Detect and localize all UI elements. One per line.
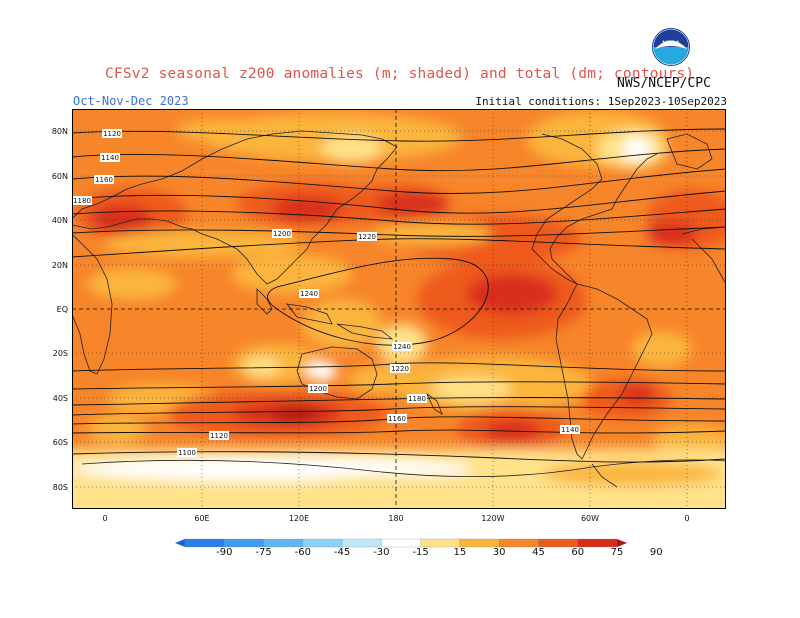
initial-conditions-label: Initial conditions: 1Sep2023-10Sep2023 (475, 95, 727, 108)
contour-label: 1180 (73, 197, 91, 205)
contour-label: 1160 (95, 176, 113, 184)
lon-label: 60E (194, 514, 210, 523)
colorbar-arrow-right (617, 539, 627, 547)
anomaly-shading (72, 111, 726, 509)
anomaly-map: 1120 1140 1160 1180 1200 1220 1240 1240 … (72, 109, 726, 509)
lat-label: 80N (51, 127, 68, 136)
colorbar-segment (224, 538, 264, 548)
colorbar-segment (184, 538, 225, 548)
organization-label: NWS/NCEP/CPC (617, 76, 711, 91)
contour-label: 1140 (101, 154, 119, 162)
colorbar-segment (302, 538, 343, 548)
contour-label: 1200 (273, 230, 291, 238)
colorbar-label: 15 (453, 547, 467, 558)
logo-text: NOAA (662, 40, 680, 47)
lat-label: 80S (52, 483, 68, 492)
contour-label: 1180 (408, 395, 426, 403)
contour-label: 1220 (358, 233, 376, 241)
season-label: Oct-Nov-Dec 2023 (73, 94, 189, 108)
colorbar-segment (459, 538, 500, 548)
colorbar-segment (577, 538, 618, 548)
lon-label: 60W (580, 514, 600, 523)
colorbar-segment (499, 538, 539, 548)
lat-label: 20S (52, 349, 68, 358)
reference-lines (72, 109, 726, 509)
colorbar (175, 538, 627, 548)
lon-label: 0 (102, 514, 108, 523)
colorbar-label: 45 (532, 547, 545, 558)
contour-label: 1120 (103, 130, 121, 138)
lat-label: 60N (51, 172, 68, 181)
lon-label: 120W (481, 514, 505, 523)
colorbar-segment (263, 538, 303, 548)
lat-label: 40S (52, 394, 68, 403)
colorbar-segment (420, 538, 461, 548)
colorbar-label: -45 (333, 547, 351, 558)
colorbar-segment (538, 538, 578, 548)
contour-labels: 1120 1140 1160 1180 1200 1220 1240 1240 … (72, 129, 580, 457)
lat-label: 40N (51, 216, 68, 225)
lat-label: 60S (52, 438, 68, 447)
lon-label: 120E (288, 514, 310, 523)
contour-label: 1120 (210, 432, 228, 440)
contour-label: 1240 (393, 343, 411, 351)
colorbar-label: -75 (255, 547, 272, 558)
colorbar-label: 90 (649, 547, 663, 558)
colorbar-label: 60 (571, 547, 585, 558)
colorbar-segment (381, 538, 421, 548)
lat-label: EQ (56, 305, 68, 314)
colorbar-label: -30 (373, 547, 390, 558)
colorbar-label: 30 (492, 547, 506, 558)
contour-label: 1200 (309, 385, 327, 393)
contour-label: 1100 (178, 449, 196, 457)
colorbar-label: -60 (294, 547, 311, 558)
contour-label: 1240 (300, 290, 318, 298)
noaa-logo: NOAA (652, 28, 690, 66)
lon-label: 180 (388, 514, 404, 523)
lon-label: 0 (684, 514, 690, 523)
colorbar-arrow-left (175, 539, 185, 547)
map-frame (72, 109, 726, 509)
chart-title: CFSv2 seasonal z200 anomalies (m; shaded… (105, 66, 695, 82)
colorbar-label: -15 (412, 547, 429, 558)
colorbar-label: -90 (216, 547, 233, 558)
contour-label: 1220 (391, 365, 409, 373)
contour-label: 1160 (388, 415, 406, 423)
colorbar-segment (341, 538, 382, 548)
colorbar-label: 75 (610, 547, 624, 558)
lat-label: 20N (51, 261, 68, 270)
contour-label: 1140 (561, 426, 579, 434)
